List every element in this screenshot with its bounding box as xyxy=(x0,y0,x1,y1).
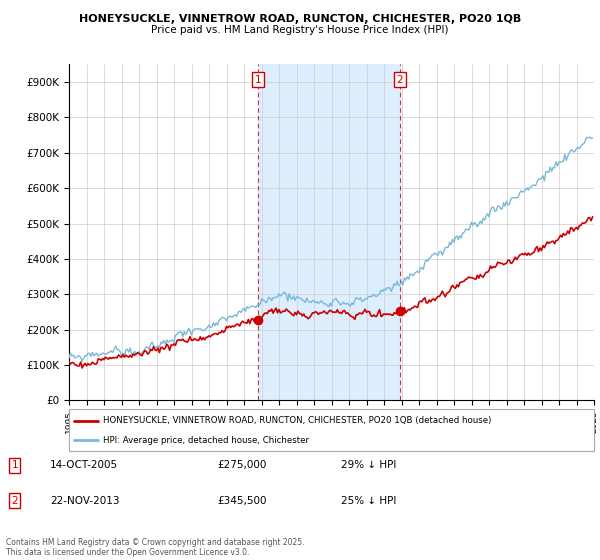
Text: HONEYSUCKLE, VINNETROW ROAD, RUNCTON, CHICHESTER, PO20 1QB: HONEYSUCKLE, VINNETROW ROAD, RUNCTON, CH… xyxy=(79,14,521,24)
Text: Price paid vs. HM Land Registry's House Price Index (HPI): Price paid vs. HM Land Registry's House … xyxy=(151,25,449,35)
Text: 14-OCT-2005: 14-OCT-2005 xyxy=(50,460,118,470)
Text: Contains HM Land Registry data © Crown copyright and database right 2025.
This d: Contains HM Land Registry data © Crown c… xyxy=(6,538,305,557)
Text: 1: 1 xyxy=(254,74,261,85)
Text: 29% ↓ HPI: 29% ↓ HPI xyxy=(341,460,397,470)
Text: 1: 1 xyxy=(11,460,18,470)
Text: 22-NOV-2013: 22-NOV-2013 xyxy=(50,496,119,506)
Text: 25% ↓ HPI: 25% ↓ HPI xyxy=(341,496,397,506)
Text: £275,000: £275,000 xyxy=(218,460,267,470)
Text: 2: 2 xyxy=(397,74,403,85)
Text: 2: 2 xyxy=(11,496,18,506)
Bar xyxy=(258,64,400,400)
Text: HPI: Average price, detached house, Chichester: HPI: Average price, detached house, Chic… xyxy=(103,436,309,445)
Text: £345,500: £345,500 xyxy=(218,496,267,506)
Text: HONEYSUCKLE, VINNETROW ROAD, RUNCTON, CHICHESTER, PO20 1QB (detached house): HONEYSUCKLE, VINNETROW ROAD, RUNCTON, CH… xyxy=(103,416,491,425)
